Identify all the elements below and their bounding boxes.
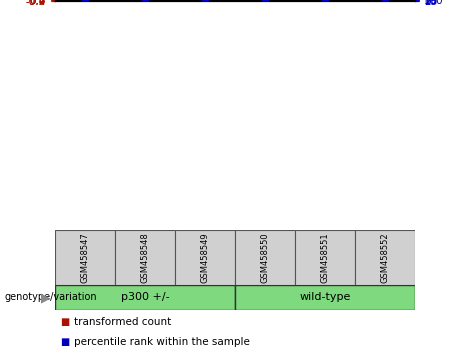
Text: GSM458549: GSM458549 (201, 232, 209, 283)
FancyBboxPatch shape (175, 230, 235, 285)
Text: ■: ■ (60, 337, 69, 347)
Text: GSM458548: GSM458548 (141, 232, 149, 283)
Text: GSM458547: GSM458547 (81, 232, 89, 283)
FancyBboxPatch shape (115, 230, 175, 285)
FancyBboxPatch shape (55, 285, 235, 310)
Text: GSM458550: GSM458550 (260, 232, 270, 283)
Text: ■: ■ (60, 317, 69, 327)
FancyBboxPatch shape (355, 230, 415, 285)
Text: wild-type: wild-type (299, 292, 351, 303)
FancyBboxPatch shape (235, 285, 415, 310)
Text: GSM458552: GSM458552 (380, 232, 390, 283)
Text: p300 +/-: p300 +/- (121, 292, 169, 303)
FancyBboxPatch shape (235, 230, 295, 285)
Text: ▶: ▶ (41, 291, 50, 304)
Text: GSM458551: GSM458551 (320, 232, 330, 283)
Text: genotype/variation: genotype/variation (5, 292, 97, 303)
Text: percentile rank within the sample: percentile rank within the sample (74, 337, 250, 347)
FancyBboxPatch shape (55, 230, 115, 285)
Text: transformed count: transformed count (74, 317, 171, 327)
FancyBboxPatch shape (295, 230, 355, 285)
